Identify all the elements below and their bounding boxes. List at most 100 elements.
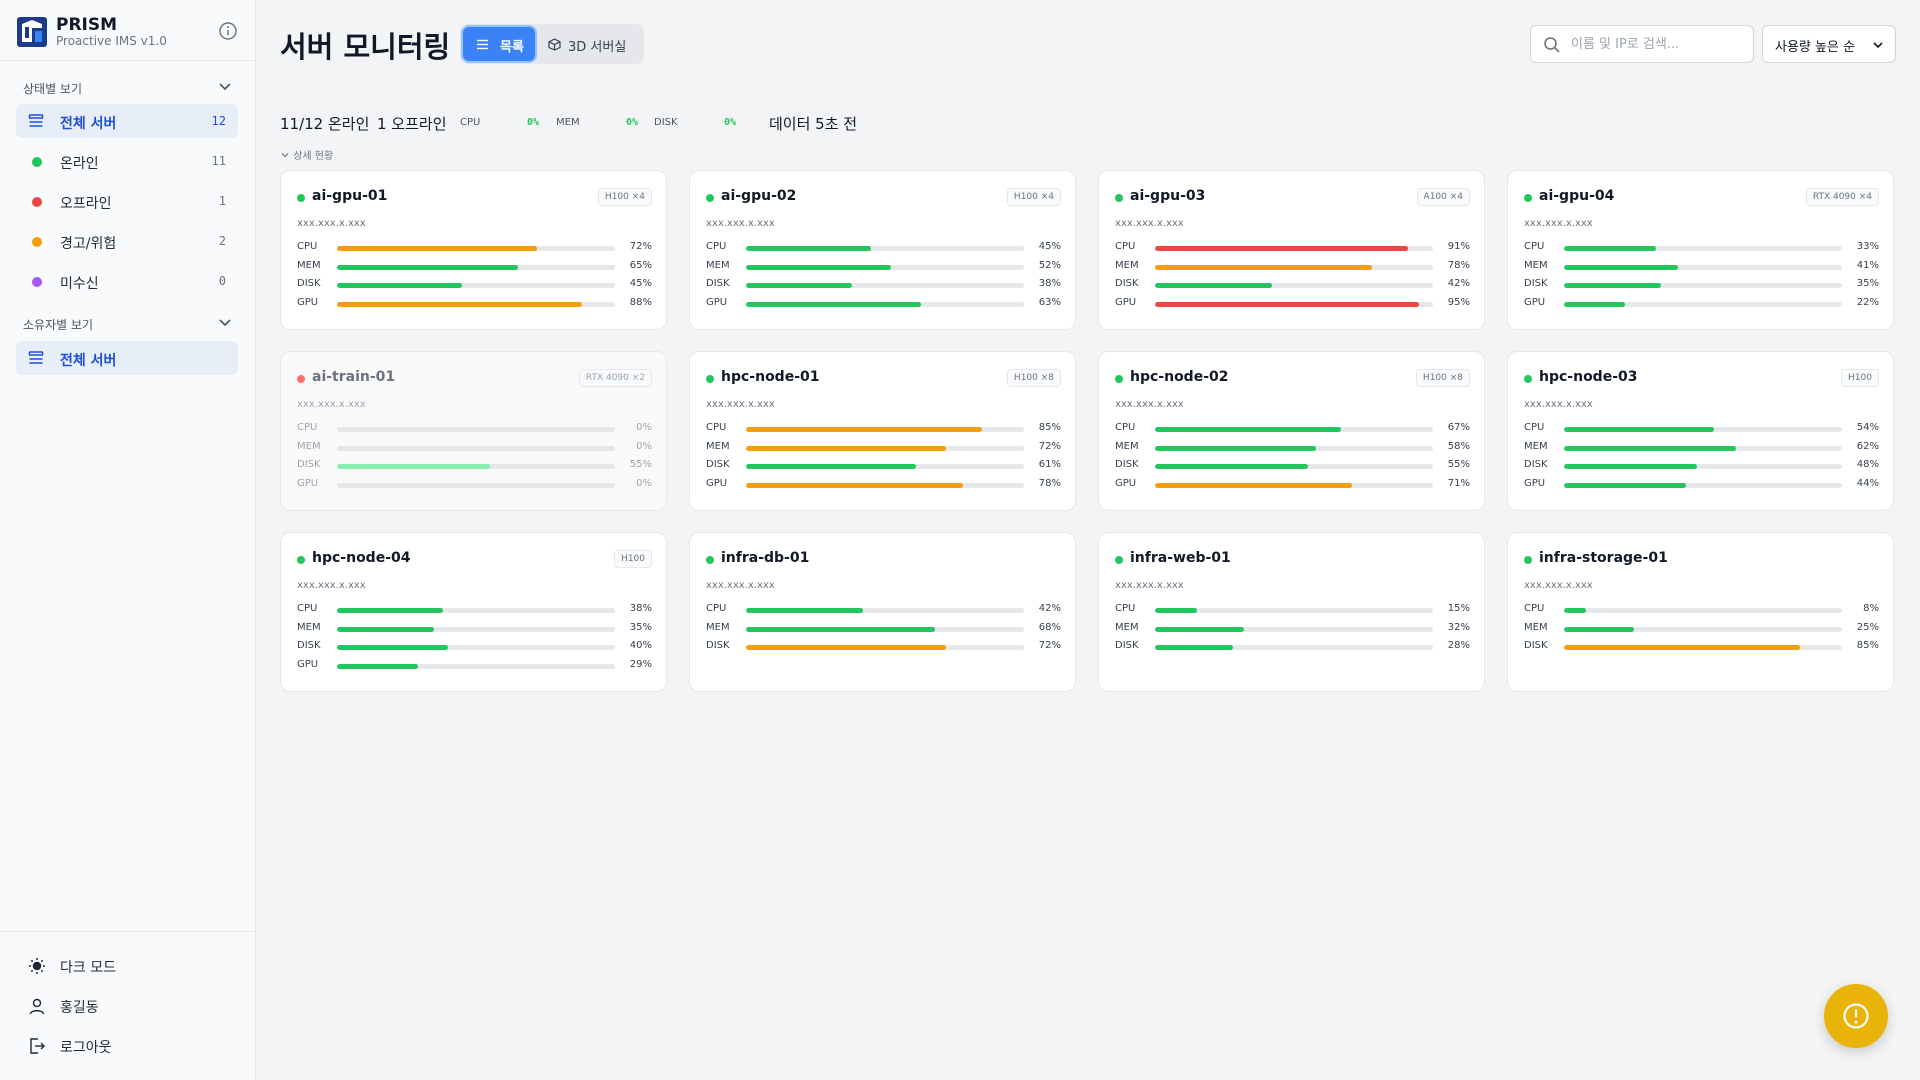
usage-bar-track	[1564, 246, 1842, 251]
usage-bar-track	[337, 626, 615, 632]
metric-label: CPU	[1115, 241, 1136, 252]
server-card[interactable]: hpc-node-02 H100 ×8 xxx.xxx.x.xxx CPU 67% MEM…	[1098, 351, 1485, 511]
metric-label: CPU	[1524, 603, 1545, 614]
metric-value: 38%	[1038, 278, 1061, 289]
metric-row-disk: DISK 28%	[1115, 640, 1470, 654]
cpu-summary-value: 0%	[527, 117, 540, 128]
sun-icon	[29, 958, 45, 974]
usage-bar-fill	[1155, 427, 1342, 432]
sidebar-item-all-servers[interactable]: 전체 서버 12	[16, 104, 238, 138]
cube-icon	[548, 38, 561, 51]
metric-value: 54%	[1856, 422, 1879, 433]
server-name: hpc-node-01	[721, 369, 820, 385]
info-icon[interactable]	[218, 21, 238, 41]
gpu-badge: H100 ×8	[1006, 369, 1061, 387]
server-card[interactable]: ai-gpu-03 A100 ×4 xxx.xxx.x.xxx CPU 91% MEM 78…	[1098, 170, 1485, 330]
usage-bar-fill	[1155, 445, 1317, 451]
metric-value: 42%	[1447, 278, 1470, 289]
usage-bar-fill	[337, 608, 443, 613]
usage-bar-track	[746, 482, 1024, 488]
usage-bar-track	[337, 246, 615, 251]
server-card[interactable]: ai-gpu-01 H100 ×4 xxx.xxx.x.xxx CPU 72% MEM 65…	[280, 170, 667, 330]
metric-label: GPU	[297, 658, 319, 670]
sidebar-item-no-signal[interactable]: 미수신 0	[16, 264, 238, 298]
brand[interactable]: PRISM Proactive IMS v1.0	[16, 14, 240, 50]
sidebar-item-online[interactable]: 온라인 11	[16, 144, 238, 178]
metric-value: 71%	[1447, 477, 1470, 489]
metric-row-gpu: GPU 71%	[1115, 478, 1470, 492]
3d-view-button[interactable]: 3D 서버실	[540, 27, 640, 61]
metric-label: DISK	[297, 459, 321, 470]
usage-bar-fill	[746, 264, 891, 270]
gpu-badge: H100 ×4	[597, 188, 652, 206]
metric-row-cpu: CPU 42%	[706, 603, 1061, 617]
dark-mode-toggle[interactable]: 다크 모드	[28, 954, 228, 978]
gpu-badge: A100 ×4	[1416, 188, 1470, 206]
server-ip: xxx.xxx.x.xxx	[297, 580, 366, 591]
metric-value: 78%	[1447, 259, 1470, 271]
owner-section-title: 소유자별 보기	[23, 318, 94, 332]
list-icon	[28, 114, 44, 127]
server-card[interactable]: ai-gpu-02 H100 ×4 xxx.xxx.x.xxx CPU 45% MEM 52…	[689, 170, 1076, 330]
server-card[interactable]: hpc-node-03 H100 xxx.xxx.x.xxx CPU 54% MEM 62%…	[1507, 351, 1894, 511]
metric-value: 35%	[629, 621, 652, 633]
sidebar-item-label: 전체 서버	[60, 353, 117, 369]
usage-bar-track	[1155, 246, 1433, 251]
server-card[interactable]: infra-db-01 xxx.xxx.x.xxx CPU 42% MEM 68% DISK…	[689, 532, 1076, 692]
metric-label: CPU	[706, 603, 727, 614]
metric-value: 72%	[629, 241, 652, 252]
sidebar-item-offline[interactable]: 오프라인 1	[16, 184, 238, 218]
logout-button[interactable]: 로그아웃	[28, 1034, 228, 1058]
metric-row-gpu: GPU 95%	[1115, 297, 1470, 311]
server-card[interactable]: hpc-node-01 H100 ×8 xxx.xxx.x.xxx CPU 85% MEM…	[689, 351, 1076, 511]
metric-row-cpu: CPU 15%	[1115, 603, 1470, 617]
sort-select[interactable]: 사용량 높은 순	[1762, 25, 1896, 63]
metric-label: MEM	[297, 621, 321, 633]
3d-view-label: 3D 서버실	[568, 40, 627, 55]
usage-bar-track	[337, 464, 615, 469]
server-card[interactable]: ai-gpu-04 RTX 4090 ×4 xxx.xxx.x.xxx CPU 33% M…	[1507, 170, 1894, 330]
metric-value: 15%	[1447, 603, 1470, 614]
search-box[interactable]	[1530, 25, 1754, 63]
alert-button[interactable]	[1824, 984, 1888, 1048]
metric-row-cpu: CPU 91%	[1115, 241, 1470, 255]
usage-bar-fill	[1155, 608, 1197, 613]
server-card[interactable]: hpc-node-04 H100 xxx.xxx.x.xxx CPU 38% MEM 35%…	[280, 532, 667, 692]
sidebar-item-warning[interactable]: 경고/위험 2	[16, 224, 238, 258]
detail-toggle[interactable]: 상세 현황	[280, 147, 333, 162]
usage-bar-track	[1155, 427, 1433, 432]
gpu-badge: H100 ×4	[1006, 188, 1061, 206]
server-name: ai-gpu-03	[1130, 188, 1206, 204]
server-card[interactable]: infra-storage-01 xxx.xxx.x.xxx CPU 8% MEM 25%…	[1507, 532, 1894, 692]
owner-section-header[interactable]: 소유자별 보기	[23, 314, 233, 334]
metric-label: CPU	[1115, 422, 1136, 433]
usage-bar-track	[337, 283, 615, 288]
metric-label: MEM	[706, 621, 730, 633]
metric-value: 45%	[1038, 241, 1061, 252]
usage-bar-track	[1155, 301, 1433, 307]
usage-bar-track	[337, 663, 615, 669]
usage-bar-fill	[1155, 246, 1408, 251]
list-icon	[28, 351, 44, 364]
usage-bar-track	[1564, 645, 1842, 650]
metric-row-gpu: GPU 88%	[297, 297, 652, 311]
server-card[interactable]: infra-web-01 xxx.xxx.x.xxx CPU 15% MEM 32% DIS…	[1098, 532, 1485, 692]
metric-row-disk: DISK 85%	[1524, 640, 1879, 654]
metric-value: 85%	[1856, 640, 1879, 651]
usage-bar-fill	[1155, 626, 1244, 632]
metric-row-mem: MEM 52%	[706, 260, 1061, 274]
usage-bar-track	[1155, 608, 1433, 613]
sidebar-item-owner-all-servers[interactable]: 전체 서버	[16, 341, 238, 375]
status-section-header[interactable]: 상태별 보기	[23, 78, 233, 98]
usage-bar-fill	[746, 246, 872, 251]
usage-bar-fill	[1564, 608, 1587, 613]
metric-value: 55%	[1447, 459, 1470, 470]
user-profile[interactable]: 홍길동	[28, 994, 228, 1018]
sidebar-item-label: 오프라인	[60, 196, 112, 212]
metric-value: 40%	[629, 640, 652, 651]
metric-label: GPU	[297, 477, 319, 489]
server-card[interactable]: ai-train-01 RTX 4090 ×2 xxx.xxx.x.xxx CPU 0%…	[280, 351, 667, 511]
list-view-button[interactable]: 목록	[463, 27, 535, 61]
search-input[interactable]	[1571, 34, 1747, 54]
online-summary: 11/12 온라인	[280, 115, 370, 133]
